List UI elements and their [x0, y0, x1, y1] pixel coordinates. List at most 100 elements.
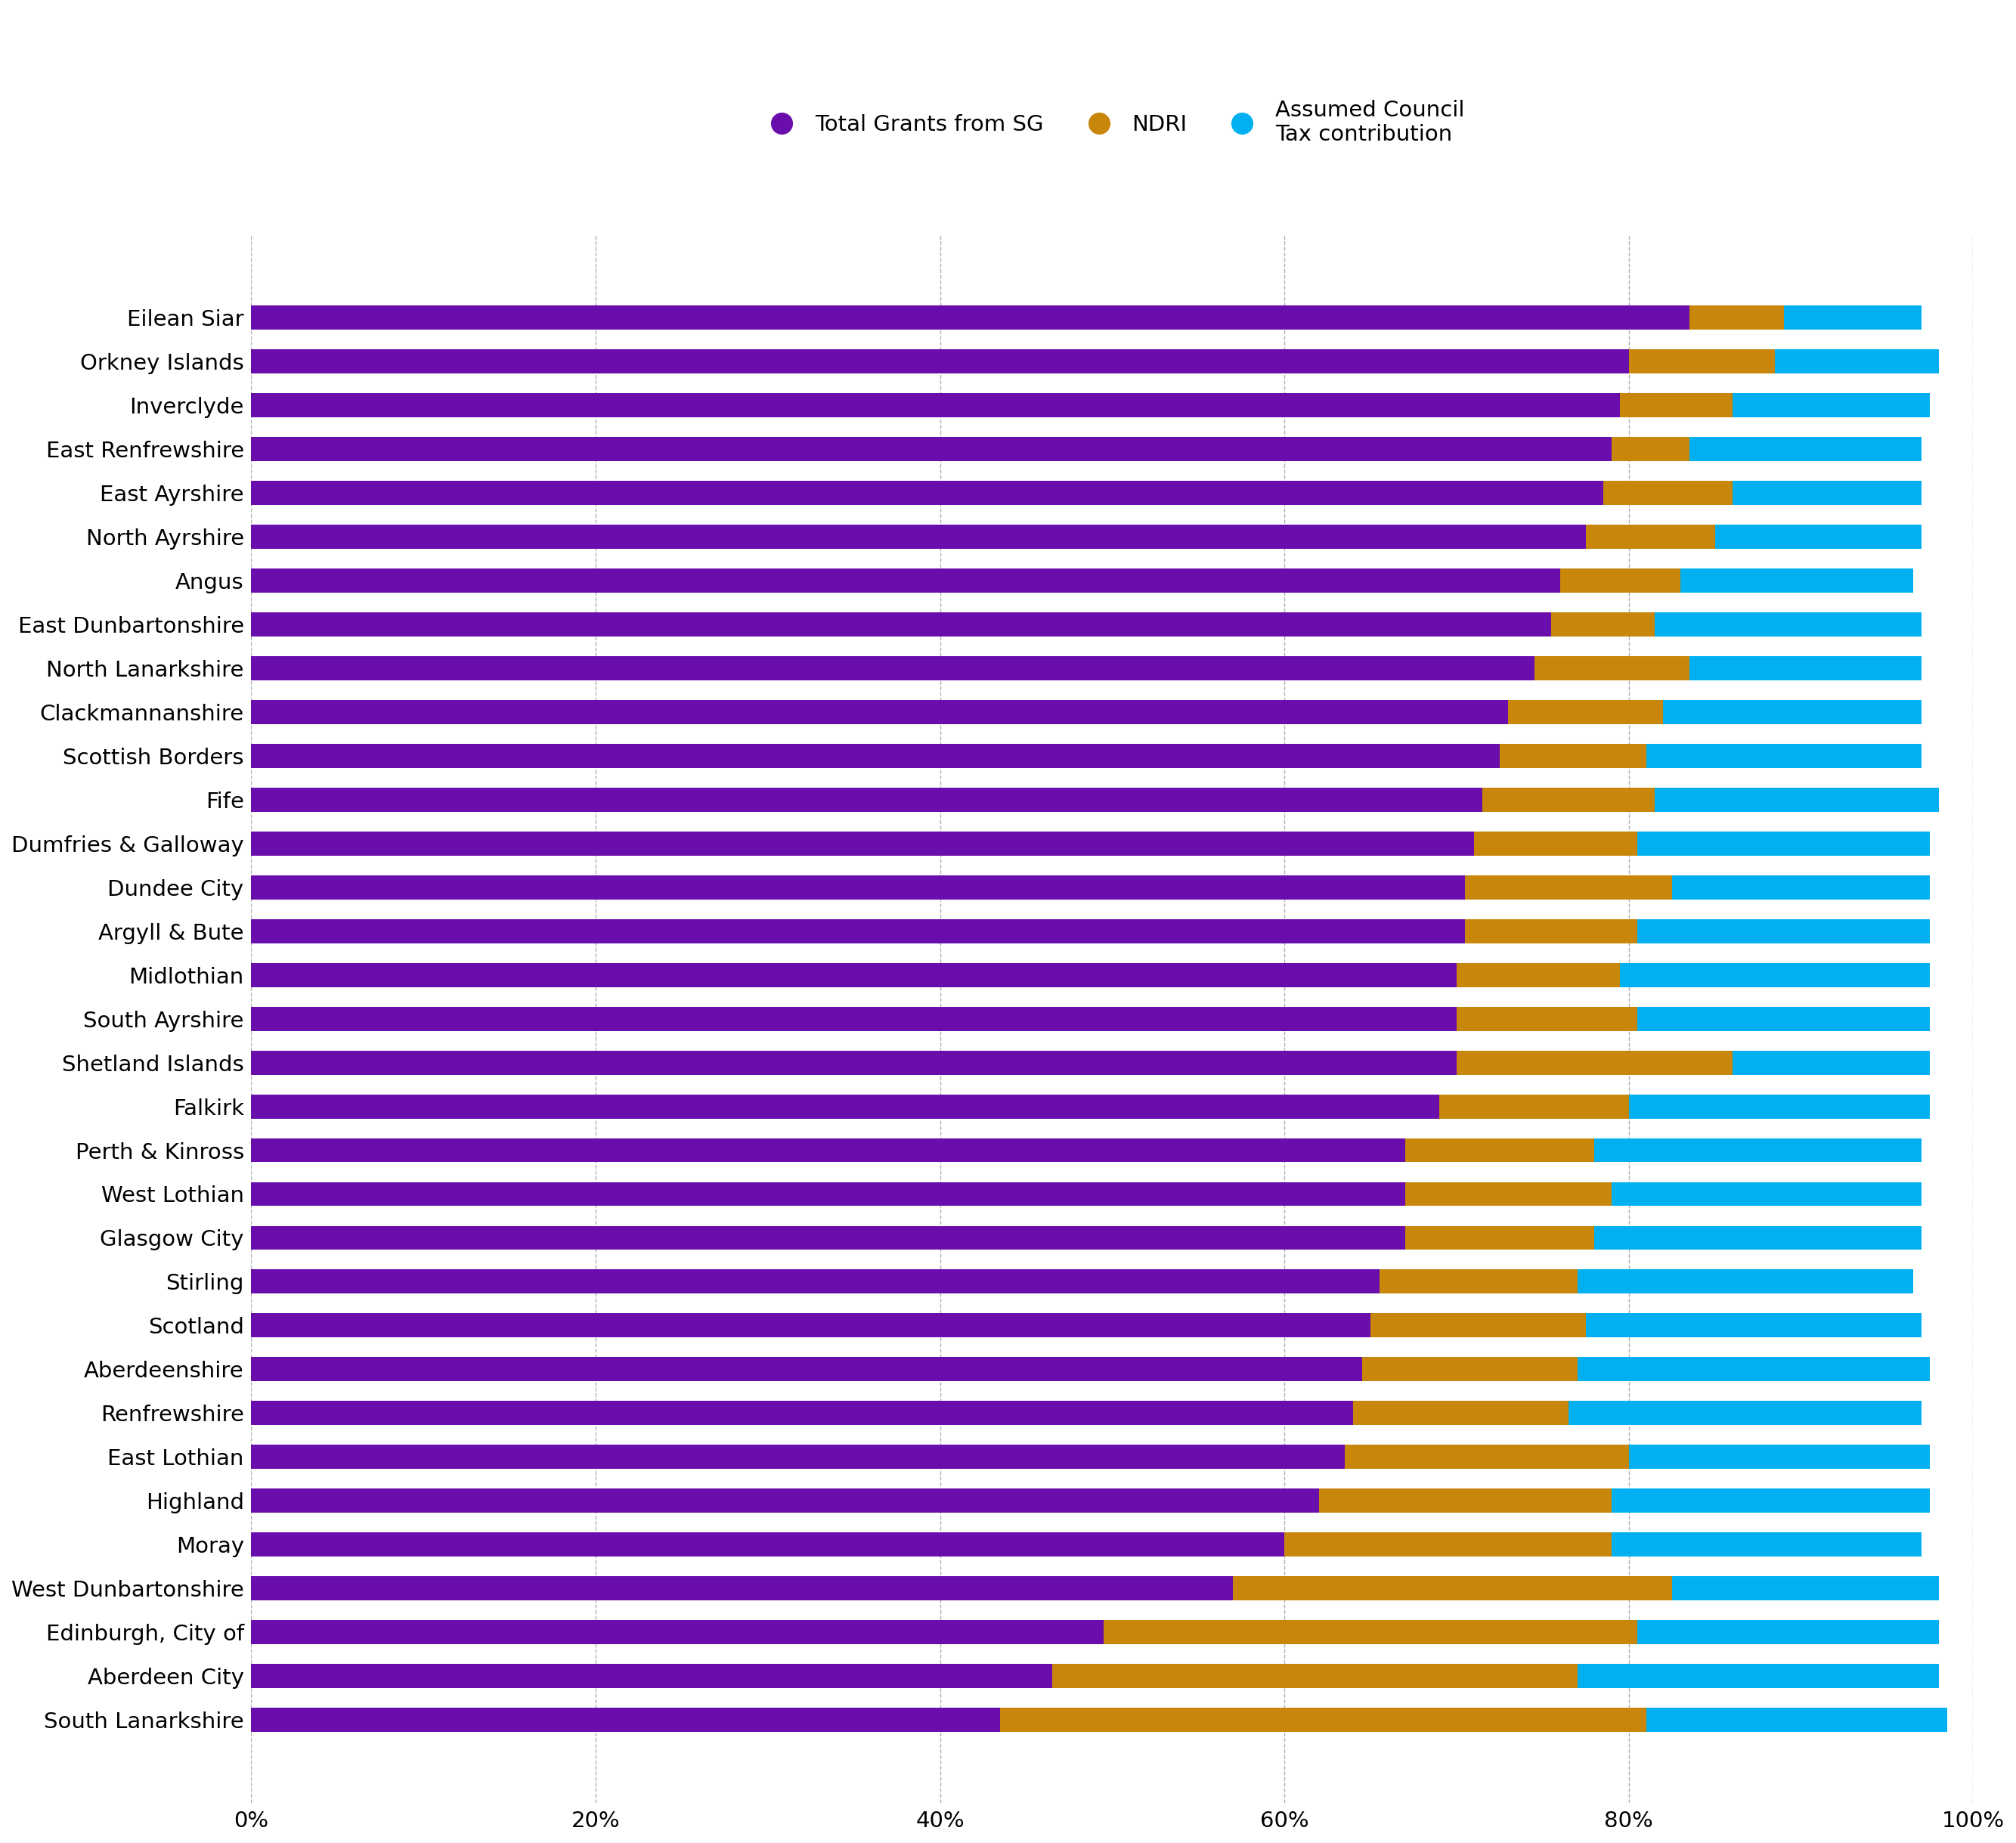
Bar — [1405, 1181, 1611, 1205]
Bar — [252, 1533, 1284, 1557]
Bar — [1577, 1270, 1913, 1294]
Bar — [1732, 1051, 1929, 1074]
Bar — [1560, 569, 1681, 593]
Bar — [252, 1489, 1318, 1513]
Bar — [252, 1314, 1371, 1338]
Bar — [1482, 787, 1655, 811]
Bar — [252, 1356, 1363, 1380]
Bar — [1568, 1401, 1921, 1425]
Bar — [1784, 306, 1921, 330]
Bar — [1716, 525, 1921, 549]
Bar — [252, 481, 1603, 505]
Bar — [1577, 1664, 1939, 1688]
Bar — [1629, 1445, 1929, 1469]
Bar — [1363, 1356, 1577, 1380]
Bar — [252, 920, 1466, 944]
Bar — [1595, 1226, 1921, 1250]
Bar — [1629, 1095, 1929, 1119]
Bar — [1284, 1533, 1611, 1557]
Bar — [1000, 1708, 1647, 1732]
Bar — [252, 1051, 1458, 1074]
Bar — [252, 656, 1534, 680]
Bar — [1345, 1445, 1629, 1469]
Bar — [1611, 437, 1689, 461]
Bar — [252, 962, 1458, 988]
Bar — [1681, 569, 1913, 593]
Bar — [1587, 1314, 1921, 1338]
Bar — [1776, 350, 1939, 374]
Bar — [1671, 1576, 1939, 1600]
Bar — [1655, 787, 1939, 811]
Bar — [1500, 745, 1647, 769]
Bar — [1689, 306, 1784, 330]
Bar — [1552, 612, 1655, 636]
Bar — [252, 875, 1466, 899]
Bar — [1466, 875, 1671, 899]
Bar — [1103, 1620, 1637, 1644]
Bar — [252, 1401, 1353, 1425]
Bar — [1689, 437, 1921, 461]
Bar — [252, 1708, 1000, 1732]
Bar — [1405, 1226, 1595, 1250]
Bar — [1587, 525, 1716, 549]
Bar — [1637, 1006, 1929, 1030]
Legend: Total Grants from SG, NDRI, Assumed Council
Tax contribution: Total Grants from SG, NDRI, Assumed Coun… — [748, 88, 1476, 157]
Bar — [252, 393, 1621, 417]
Bar — [1647, 745, 1921, 769]
Bar — [1458, 1006, 1637, 1030]
Bar — [1647, 1708, 1947, 1732]
Bar — [252, 1095, 1439, 1119]
Bar — [252, 350, 1629, 374]
Bar — [1637, 1620, 1939, 1644]
Bar — [252, 700, 1508, 724]
Bar — [252, 1445, 1345, 1469]
Bar — [252, 1620, 1103, 1644]
Bar — [1405, 1139, 1595, 1163]
Bar — [1621, 393, 1732, 417]
Bar — [252, 1226, 1405, 1250]
Bar — [1629, 350, 1776, 374]
Bar — [1611, 1533, 1921, 1557]
Bar — [252, 1664, 1052, 1688]
Bar — [1439, 1095, 1629, 1119]
Bar — [252, 787, 1482, 811]
Bar — [1595, 1139, 1921, 1163]
Bar — [1689, 656, 1921, 680]
Bar — [252, 831, 1474, 855]
Bar — [1371, 1314, 1587, 1338]
Bar — [1466, 920, 1637, 944]
Bar — [1671, 875, 1929, 899]
Bar — [1663, 700, 1921, 724]
Bar — [1603, 481, 1732, 505]
Bar — [1577, 1356, 1929, 1380]
Bar — [1458, 962, 1621, 988]
Bar — [252, 1576, 1234, 1600]
Bar — [1534, 656, 1689, 680]
Bar — [1655, 612, 1921, 636]
Bar — [1621, 962, 1929, 988]
Bar — [1234, 1576, 1671, 1600]
Bar — [252, 1270, 1379, 1294]
Bar — [252, 1181, 1405, 1205]
Bar — [252, 525, 1587, 549]
Bar — [1611, 1181, 1921, 1205]
Bar — [1318, 1489, 1611, 1513]
Bar — [1732, 481, 1921, 505]
Bar — [252, 1006, 1458, 1030]
Bar — [1353, 1401, 1568, 1425]
Bar — [1637, 831, 1929, 855]
Bar — [1379, 1270, 1577, 1294]
Bar — [252, 745, 1500, 769]
Bar — [252, 612, 1552, 636]
Bar — [252, 1139, 1405, 1163]
Bar — [1732, 393, 1929, 417]
Bar — [252, 569, 1560, 593]
Bar — [1474, 831, 1637, 855]
Bar — [252, 306, 1689, 330]
Bar — [1052, 1664, 1577, 1688]
Bar — [1458, 1051, 1732, 1074]
Bar — [1637, 920, 1929, 944]
Bar — [252, 437, 1611, 461]
Bar — [1611, 1489, 1929, 1513]
Bar — [1508, 700, 1663, 724]
